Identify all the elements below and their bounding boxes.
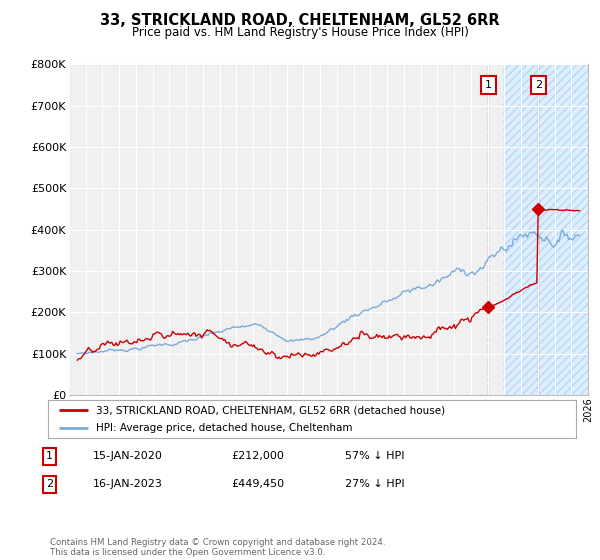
Bar <box>503 64 600 395</box>
Text: 16-JAN-2023: 16-JAN-2023 <box>93 479 163 489</box>
Text: Price paid vs. HM Land Registry's House Price Index (HPI): Price paid vs. HM Land Registry's House … <box>131 26 469 39</box>
Bar <box>503 64 600 395</box>
Text: 1: 1 <box>46 451 53 461</box>
Text: 57% ↓ HPI: 57% ↓ HPI <box>345 451 404 461</box>
Text: £449,450: £449,450 <box>231 479 284 489</box>
Text: £212,000: £212,000 <box>231 451 284 461</box>
Text: 33, STRICKLAND ROAD, CHELTENHAM, GL52 6RR (detached house): 33, STRICKLAND ROAD, CHELTENHAM, GL52 6R… <box>95 405 445 415</box>
Text: Contains HM Land Registry data © Crown copyright and database right 2024.
This d: Contains HM Land Registry data © Crown c… <box>50 538 385 557</box>
Text: 2: 2 <box>46 479 53 489</box>
Text: HPI: Average price, detached house, Cheltenham: HPI: Average price, detached house, Chel… <box>95 423 352 433</box>
Text: 1: 1 <box>485 80 492 90</box>
Text: 15-JAN-2020: 15-JAN-2020 <box>93 451 163 461</box>
Text: 27% ↓ HPI: 27% ↓ HPI <box>345 479 404 489</box>
Text: 33, STRICKLAND ROAD, CHELTENHAM, GL52 6RR: 33, STRICKLAND ROAD, CHELTENHAM, GL52 6R… <box>100 13 500 28</box>
Text: 2: 2 <box>535 80 542 90</box>
